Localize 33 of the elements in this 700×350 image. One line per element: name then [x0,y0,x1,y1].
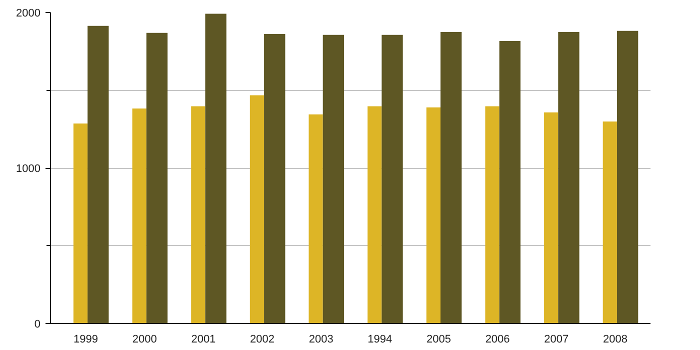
bar [558,32,580,324]
x-tick-label: 2008 [602,334,628,346]
bar [264,34,286,324]
bar [602,122,617,324]
bar [146,32,168,324]
bar [88,26,109,324]
y-tick-label: 0 [34,318,41,330]
bar [191,106,206,324]
bar [616,30,638,324]
x-tick-label: 1994 [368,334,392,346]
bar [308,114,323,324]
bar [250,95,264,324]
bar [368,106,382,324]
bar [382,34,403,324]
bar [426,107,440,324]
x-tick-label: 2002 [250,334,275,346]
bar [205,14,226,324]
bar [440,32,462,324]
x-tick-label: 1999 [74,334,98,346]
x-tick-label: 2000 [132,334,157,346]
x-tick-label: 2007 [544,334,569,346]
bar [544,112,558,324]
x-tick-label: 2006 [485,334,510,346]
y-tick-label: 1000 [16,163,41,175]
bar [132,108,146,324]
x-tick-label: 2003 [308,334,334,346]
bar [73,124,88,324]
bar [499,40,520,324]
x-tick-label: 2001 [191,334,216,346]
bar [322,34,344,324]
bar [485,106,500,324]
y-tick-label: 2000 [16,8,41,20]
x-tick-label: 2005 [426,334,451,346]
